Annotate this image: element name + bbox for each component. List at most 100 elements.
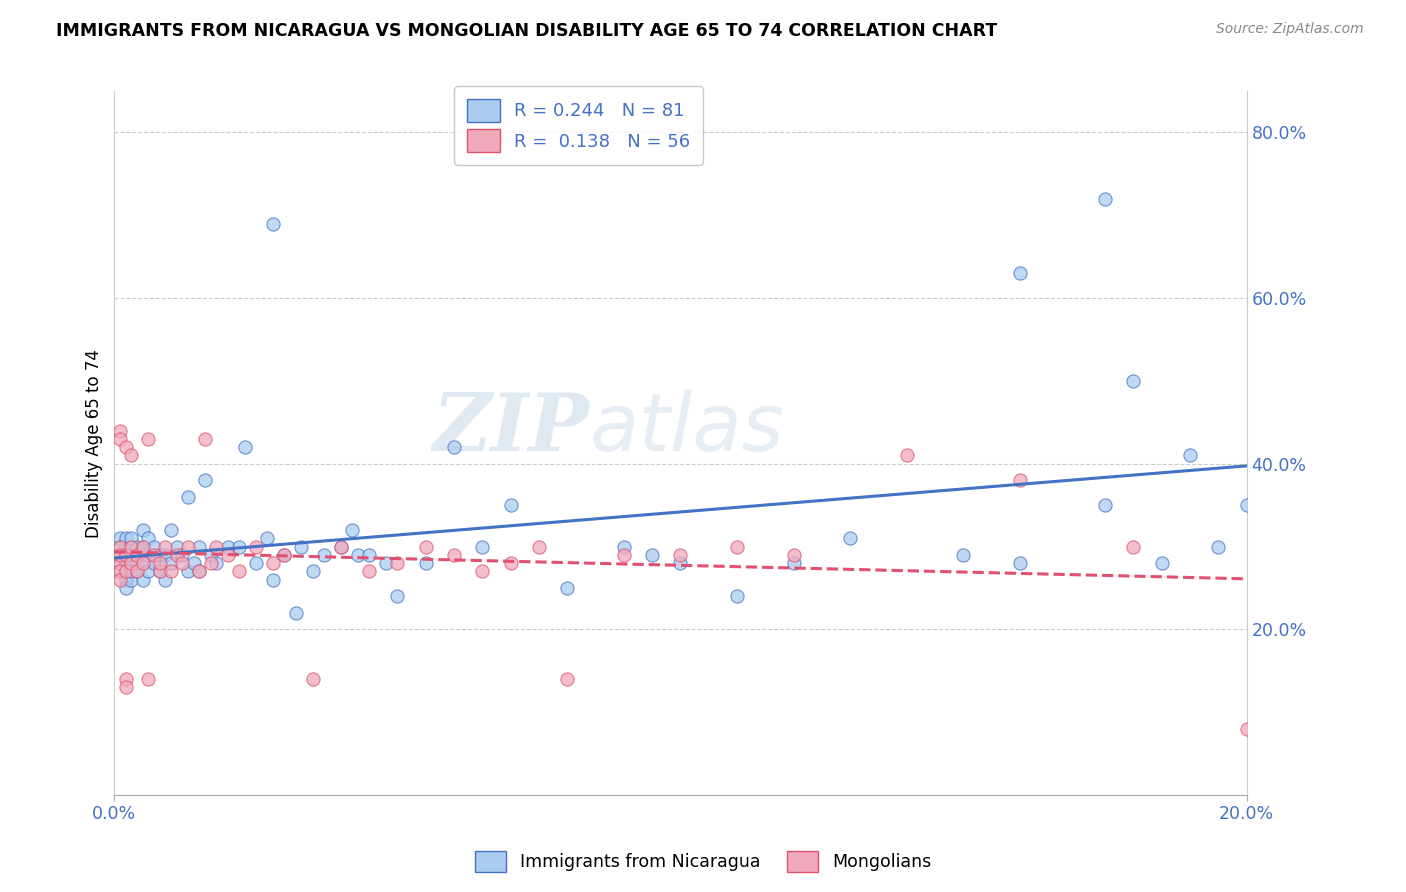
Point [415,556,437,570]
Point [415,540,437,554]
Point [155,548,177,562]
Point [188,565,211,579]
Point [499,498,522,512]
Point [1010,556,1032,570]
Point [217,540,239,554]
Point [138,672,160,686]
Point [177,565,200,579]
Point [1010,473,1032,487]
Point [301,672,323,686]
Point [443,548,465,562]
Point [262,573,284,587]
Point [114,548,136,562]
Point [120,449,142,463]
Point [155,573,177,587]
Point [290,540,312,554]
Point [143,548,166,562]
Point [228,565,250,579]
Point [1206,540,1229,554]
Point [669,548,692,562]
Point [200,556,222,570]
Point [256,531,278,545]
Point [245,540,267,554]
Point [108,424,131,438]
Point [205,556,228,570]
Point [183,556,205,570]
Point [120,573,142,587]
Point [114,565,136,579]
Point [120,548,142,562]
Point [160,565,183,579]
Point [114,565,136,579]
Point [387,589,409,603]
Point [262,556,284,570]
Point [143,540,166,554]
Point [108,548,131,562]
Point [262,217,284,231]
Point [166,548,188,562]
Point [555,672,578,686]
Point [108,565,131,579]
Point [125,540,148,554]
Point [499,556,522,570]
Point [108,540,131,554]
Point [125,565,148,579]
Point [108,540,131,554]
Point [132,540,155,554]
Point [188,540,211,554]
Point [359,548,381,562]
Point [782,548,804,562]
Point [155,540,177,554]
Point [108,556,131,570]
Point [1236,498,1258,512]
Y-axis label: Disability Age 65 to 74: Disability Age 65 to 74 [86,349,103,538]
Point [138,531,160,545]
Point [527,540,550,554]
Point [387,556,409,570]
Point [205,540,228,554]
Point [839,531,862,545]
Point [114,681,136,695]
Point [149,548,172,562]
Point [1122,540,1144,554]
Point [233,440,256,454]
Point [1094,498,1116,512]
Point [125,565,148,579]
Point [177,540,200,554]
Point [669,556,692,570]
Point [1178,449,1201,463]
Point [194,432,217,446]
Point [200,548,222,562]
Point [613,540,636,554]
Point [443,440,465,454]
Point [346,548,368,562]
Point [132,556,155,570]
Point [471,540,494,554]
Point [359,565,381,579]
Point [138,548,160,562]
Point [725,540,748,554]
Text: atlas: atlas [591,390,785,468]
Point [132,523,155,537]
Point [138,432,160,446]
Point [120,531,142,545]
Point [125,556,148,570]
Point [312,548,335,562]
Point [114,573,136,587]
Point [108,432,131,446]
Point [120,556,142,570]
Point [166,540,188,554]
Point [245,556,267,570]
Point [108,556,131,570]
Point [108,548,131,562]
Point [273,548,295,562]
Point [143,556,166,570]
Point [108,573,131,587]
Point [782,556,804,570]
Point [172,548,194,562]
Point [340,523,363,537]
Point [641,548,664,562]
Point [149,565,172,579]
Point [125,548,148,562]
Legend: Immigrants from Nicaragua, Mongolians: Immigrants from Nicaragua, Mongolians [468,844,938,879]
